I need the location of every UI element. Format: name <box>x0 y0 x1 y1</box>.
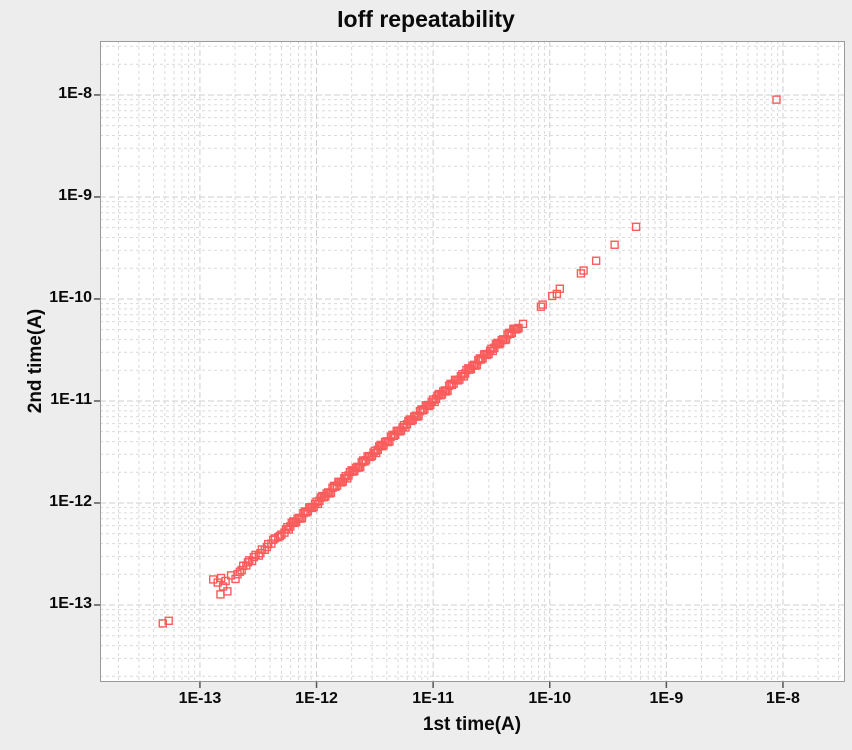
data-point-marker <box>221 576 230 586</box>
data-point-marker <box>164 616 173 625</box>
data-point-marker <box>512 325 521 334</box>
x-tick-label: 1E-12 <box>295 690 338 707</box>
data-point-marker <box>538 300 547 309</box>
y-tick-label: 1E-8 <box>58 84 92 102</box>
y-tick-label: 1E-12 <box>49 492 92 510</box>
data-point-marker <box>237 565 246 575</box>
plot-area <box>94 41 845 688</box>
y-tick-label: 1E-13 <box>49 594 92 612</box>
plot-frame <box>100 41 845 682</box>
data-point-marker <box>555 284 565 293</box>
data-point-marker <box>591 256 601 265</box>
data-point-marker <box>518 319 528 329</box>
y-tick-label: 1E-10 <box>49 288 92 306</box>
x-tick-label: 1E-8 <box>766 690 800 707</box>
x-axis-label: 1st time(A) <box>422 714 522 735</box>
data-point-marker <box>218 582 228 591</box>
y-tick-label: 1E-11 <box>50 390 92 408</box>
data-point-marker <box>631 222 641 231</box>
data-point-marker <box>579 266 588 275</box>
chart-title: Ioff repeatability <box>337 6 515 32</box>
y-tick-label: 1E-9 <box>58 186 92 204</box>
x-tick-label: 1E-11 <box>412 690 455 707</box>
x-tick-label: 1E-10 <box>528 690 572 707</box>
data-point-marker <box>536 302 546 311</box>
data-point-marker <box>772 95 781 104</box>
data-point-marker <box>223 587 232 596</box>
scatter-plot <box>94 41 845 688</box>
data-point-marker <box>610 240 619 249</box>
x-tick-label: 1E-9 <box>649 690 684 707</box>
data-point-marker <box>548 291 557 301</box>
data-point-marker <box>158 619 167 628</box>
x-tick-label: 1E-13 <box>178 690 222 707</box>
